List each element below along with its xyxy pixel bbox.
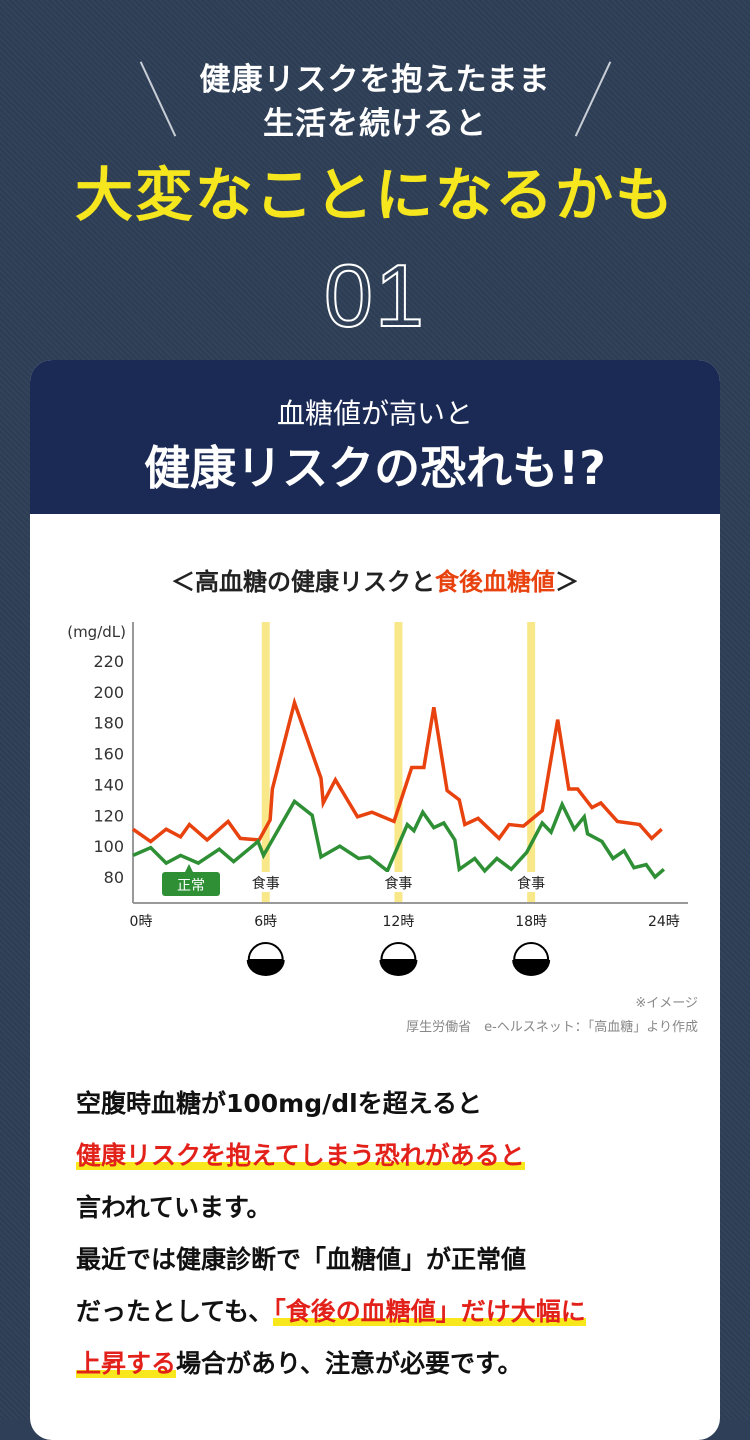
x-tick-label: 6時 (254, 914, 277, 930)
body-text: 空腹時血糖が100mg/dlを超えると 健康リスクを抱えてしまう恐れがあると 言… (76, 1078, 586, 1390)
y-tick-label: 140 (93, 775, 124, 794)
blood-glucose-chart: (mg/dL) 220 200 180 160 140 120 100 80 0時 6時 12時 18時… (0, 0, 750, 1000)
x-tick-label: 12時 (383, 914, 415, 930)
body-line-3: 言われています。 (76, 1182, 586, 1234)
y-tick-label: 180 (93, 714, 124, 733)
y-tick-label: 200 (93, 683, 124, 702)
rice-icon-top (381, 943, 415, 960)
x-tick-label: 18時 (515, 914, 547, 930)
meal-label: 食事 (517, 875, 545, 892)
y-tick-label: 120 (93, 806, 124, 825)
source-note: 厚生労働省 e-ヘルスネット：「高血糖」より作成 (406, 1016, 698, 1035)
rice-icon-top (514, 943, 548, 960)
rice-bowl-icon (379, 960, 417, 976)
rice-icon-top (249, 943, 283, 960)
body-line-6-highlight: 上昇する (76, 1349, 176, 1378)
y-tick-label: 220 (93, 652, 124, 671)
meal-band (394, 622, 402, 903)
meal-band (527, 622, 535, 903)
rice-bowl-icon (512, 960, 550, 976)
body-line-6b: 場合があり、注意が必要です。 (176, 1349, 523, 1378)
y-tick-label: 100 (93, 837, 124, 856)
y-tick-label: 160 (93, 745, 124, 764)
meal-band (262, 622, 270, 903)
y-axis-unit: (mg/dL) (67, 623, 126, 641)
x-tick-label: 24時 (648, 914, 680, 930)
meal-label: 食事 (252, 875, 280, 892)
body-line-4: 最近では健康診断で「血糖値」が正常値 (76, 1234, 586, 1286)
x-tick-label: 0時 (130, 914, 153, 930)
legend-normal-label: 正常 (177, 878, 205, 894)
legend-pointer (185, 864, 193, 872)
rice-bowl-icon (247, 960, 285, 976)
body-line-5a: だったとしても、 (76, 1297, 273, 1326)
body-line-5-highlight: 「食後の血糖値」だけ大幅に (273, 1297, 586, 1326)
meal-label: 食事 (384, 875, 412, 892)
y-tick-label: 80 (104, 868, 124, 887)
body-line-1: 空腹時血糖が100mg/dlを超えると (76, 1078, 586, 1130)
body-line-2-highlight: 健康リスクを抱えてしまう恐れがあると (76, 1141, 525, 1170)
